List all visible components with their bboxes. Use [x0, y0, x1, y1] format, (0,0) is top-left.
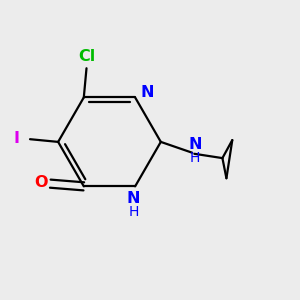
- Text: N: N: [127, 191, 140, 206]
- Text: Cl: Cl: [78, 50, 95, 64]
- Text: N: N: [140, 85, 154, 100]
- Text: H: H: [190, 151, 200, 165]
- Text: H: H: [128, 205, 139, 219]
- Text: O: O: [34, 175, 47, 190]
- Text: I: I: [14, 130, 20, 146]
- Text: N: N: [188, 136, 202, 152]
